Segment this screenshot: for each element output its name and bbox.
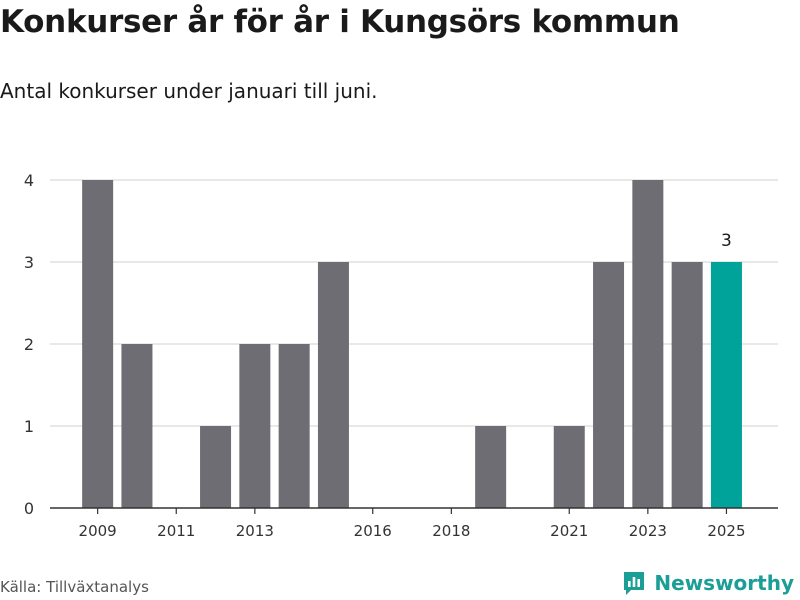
bars: [82, 180, 742, 508]
newsworthy-logo-icon: [624, 572, 645, 595]
bar-highlight: [710, 262, 742, 508]
bar: [239, 344, 271, 508]
bar: [317, 262, 349, 508]
gridlines: [50, 179, 778, 427]
brand-logo[interactable]: Newsworthy: [622, 570, 794, 596]
data-label: 3: [721, 231, 732, 251]
y-tick-label: 1: [24, 417, 34, 436]
brand-name: Newsworthy: [654, 571, 794, 595]
bar: [553, 426, 585, 508]
y-tick-label: 4: [24, 171, 34, 190]
x-tick-label: 2023: [629, 522, 667, 540]
bar: [82, 180, 114, 508]
axes: [50, 507, 778, 514]
bar: [475, 426, 507, 508]
x-tick-label: 2021: [550, 522, 588, 540]
chart-title: Konkurser år för år i Kungsörs kommun: [0, 4, 680, 40]
chart-subtitle: Antal konkurser under januari till juni.: [0, 79, 378, 103]
x-tick-label: 2025: [707, 522, 745, 540]
bar: [278, 344, 310, 508]
source-note: Källa: Tillväxtanalys: [0, 578, 149, 596]
y-tick-label: 3: [24, 253, 34, 272]
x-tick-label: 2016: [354, 522, 392, 540]
x-tick-label: 2018: [432, 522, 470, 540]
bar: [593, 262, 625, 508]
bar-chart: 0 1 2 3 4 3 2009 2011 2013 2016 2018 2021 2023 2025: [24, 171, 778, 540]
x-tick-label: 2013: [236, 522, 274, 540]
bar: [121, 344, 153, 508]
x-tick-label: 2011: [157, 522, 195, 540]
bar: [632, 180, 664, 508]
y-tick-label: 2: [24, 335, 34, 354]
bar: [671, 262, 703, 508]
x-tick-label: 2009: [79, 522, 117, 540]
bar: [200, 426, 232, 508]
labels: 0 1 2 3 4 3 2009 2011 2013 2016 2018 2021 2023 2025: [24, 171, 746, 540]
y-tick-label: 0: [24, 499, 34, 518]
